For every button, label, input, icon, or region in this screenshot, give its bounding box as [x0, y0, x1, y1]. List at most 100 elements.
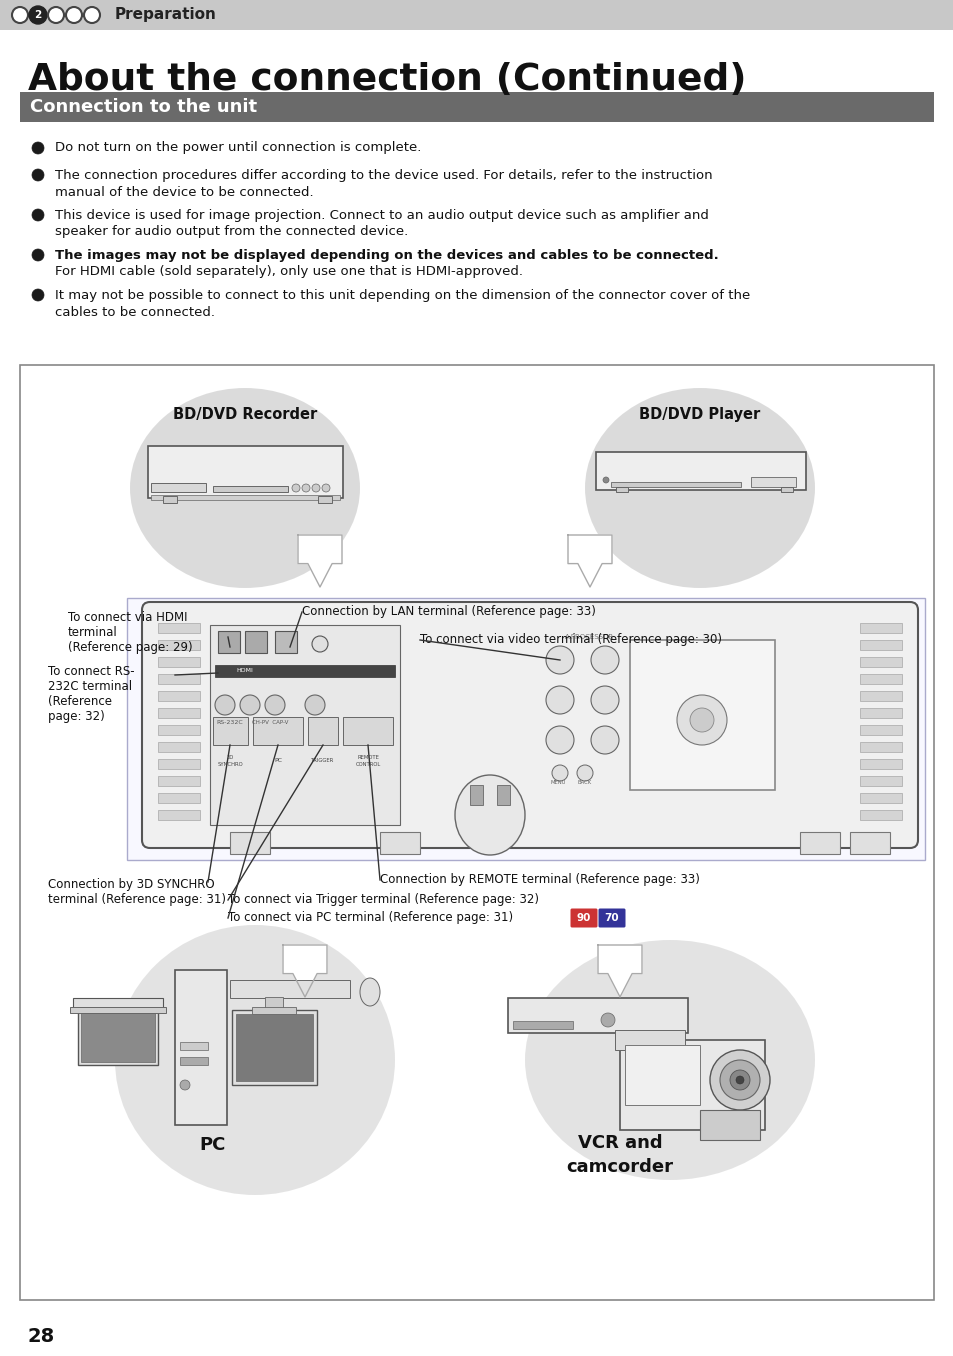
Bar: [849, 833, 889, 854]
Bar: [232, 1010, 316, 1085]
Text: BACK: BACK: [578, 781, 592, 785]
Bar: [859, 742, 901, 753]
Bar: [700, 1111, 760, 1140]
Polygon shape: [598, 945, 641, 997]
Text: To connect via video terminal (Reference page: 30): To connect via video terminal (Reference…: [419, 633, 721, 647]
Bar: [497, 785, 510, 805]
Bar: [859, 658, 901, 667]
Bar: [163, 496, 177, 503]
Text: TRIGGER: TRIGGER: [311, 758, 335, 763]
Circle shape: [32, 170, 44, 180]
Text: Preparation: Preparation: [115, 8, 216, 23]
FancyBboxPatch shape: [598, 909, 625, 928]
Bar: [213, 485, 288, 492]
Circle shape: [677, 696, 726, 744]
Bar: [218, 631, 240, 654]
Circle shape: [545, 725, 574, 754]
Circle shape: [240, 696, 260, 715]
Text: To connect RS-
232C terminal
(Reference
page: 32): To connect RS- 232C terminal (Reference …: [48, 664, 134, 723]
Bar: [343, 717, 393, 744]
Circle shape: [720, 1060, 760, 1100]
FancyBboxPatch shape: [570, 909, 597, 928]
FancyBboxPatch shape: [142, 602, 917, 848]
Bar: [235, 1014, 313, 1081]
Bar: [174, 970, 227, 1125]
Text: Connection to the unit: Connection to the unit: [30, 98, 257, 117]
Text: PC: PC: [274, 758, 282, 763]
Text: Connection by LAN terminal (Reference page: 33): Connection by LAN terminal (Reference pa…: [302, 606, 596, 618]
Bar: [158, 810, 200, 820]
Text: BD/DVD Player: BD/DVD Player: [639, 408, 760, 423]
Text: RS-232C: RS-232C: [216, 720, 243, 725]
Circle shape: [590, 725, 618, 754]
Bar: [513, 1021, 573, 1029]
Circle shape: [735, 1077, 743, 1083]
Circle shape: [32, 209, 44, 221]
Text: VCR and
camcorder: VCR and camcorder: [566, 1134, 673, 1177]
Bar: [616, 487, 627, 492]
Text: HDMI: HDMI: [236, 669, 253, 674]
Circle shape: [590, 686, 618, 715]
Bar: [213, 717, 248, 744]
Bar: [859, 692, 901, 701]
Bar: [148, 446, 343, 498]
Bar: [252, 1008, 295, 1014]
Bar: [180, 1041, 208, 1050]
Polygon shape: [567, 536, 612, 587]
Bar: [158, 622, 200, 633]
Bar: [20, 365, 933, 1300]
Bar: [624, 1045, 700, 1105]
Bar: [151, 483, 206, 492]
Text: For HDMI cable (sold separately), only use one that is HDMI-approved.: For HDMI cable (sold separately), only u…: [55, 266, 522, 278]
Bar: [180, 1056, 208, 1064]
Ellipse shape: [584, 388, 814, 589]
Ellipse shape: [524, 940, 814, 1180]
Bar: [210, 625, 399, 824]
Circle shape: [590, 645, 618, 674]
Circle shape: [32, 142, 44, 155]
Bar: [158, 776, 200, 786]
Bar: [629, 640, 774, 791]
Bar: [20, 92, 933, 122]
Bar: [859, 640, 901, 650]
Circle shape: [32, 289, 44, 301]
Bar: [81, 1013, 154, 1062]
Circle shape: [709, 1050, 769, 1111]
Text: REMOTE
CONTROL: REMOTE CONTROL: [355, 755, 380, 766]
Bar: [750, 477, 795, 487]
Circle shape: [577, 765, 593, 781]
Text: cables to be connected.: cables to be connected.: [55, 305, 214, 319]
Bar: [859, 708, 901, 717]
Bar: [158, 658, 200, 667]
Text: 28: 28: [28, 1326, 55, 1345]
Bar: [230, 833, 270, 854]
Circle shape: [180, 1079, 190, 1090]
Text: speaker for audio output from the connected device.: speaker for audio output from the connec…: [55, 225, 408, 239]
Circle shape: [600, 1013, 615, 1026]
Ellipse shape: [115, 925, 395, 1195]
Circle shape: [305, 696, 325, 715]
Ellipse shape: [455, 776, 524, 856]
Bar: [859, 725, 901, 735]
Circle shape: [545, 645, 574, 674]
Bar: [507, 998, 687, 1033]
Bar: [158, 725, 200, 735]
Bar: [781, 487, 792, 492]
Bar: [615, 1031, 684, 1050]
Bar: [214, 664, 395, 677]
Bar: [619, 1040, 764, 1130]
Bar: [610, 481, 740, 487]
Bar: [317, 496, 332, 503]
Circle shape: [602, 477, 608, 483]
Circle shape: [84, 7, 100, 23]
Bar: [158, 793, 200, 803]
Ellipse shape: [359, 978, 379, 1006]
Text: To connect via HDMI
terminal
(Reference page: 29): To connect via HDMI terminal (Reference …: [68, 612, 193, 654]
Circle shape: [12, 7, 28, 23]
Polygon shape: [283, 945, 327, 997]
Bar: [70, 1008, 166, 1013]
Text: 70: 70: [604, 913, 618, 923]
Circle shape: [545, 686, 574, 715]
Circle shape: [552, 765, 567, 781]
Bar: [158, 708, 200, 717]
